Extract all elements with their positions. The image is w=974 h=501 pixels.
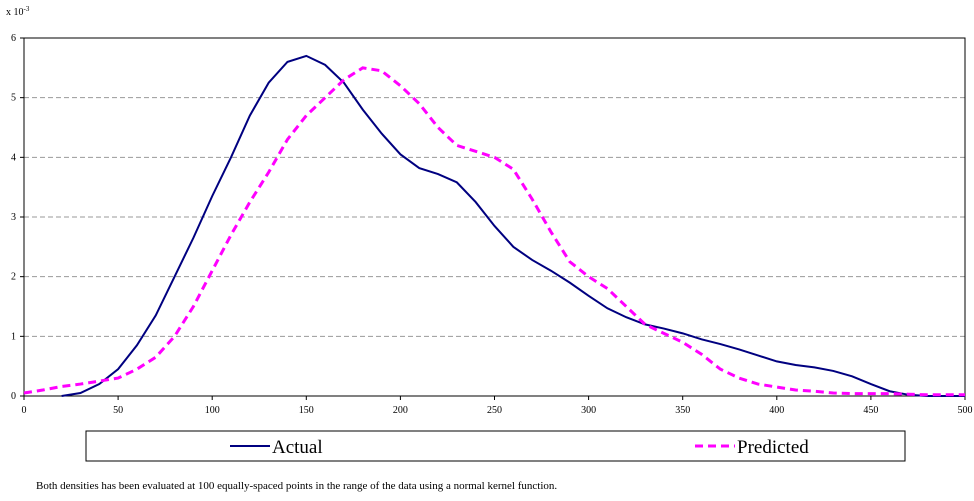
- x-tick-label: 50: [113, 405, 123, 416]
- series-line: [23, 66, 965, 397]
- x-tick-label: 100: [205, 405, 220, 416]
- x-tick-label: 400: [769, 405, 784, 416]
- x-tick-label: 200: [393, 405, 408, 416]
- x-tick-label: 150: [299, 405, 314, 416]
- series-line: [61, 54, 965, 397]
- multiplier-exponent: -3: [24, 5, 30, 13]
- y-tick-label: 3: [11, 212, 16, 223]
- y-multiplier: x 10-3: [6, 5, 30, 18]
- y-tick-label: 5: [11, 93, 16, 104]
- y-tick-label: 0: [11, 391, 16, 402]
- multiplier-base: x 10: [6, 7, 24, 18]
- legend-label: Actual: [272, 437, 323, 458]
- x-tick-label: 350: [675, 405, 690, 416]
- x-tick-label: 250: [487, 405, 502, 416]
- y-tick-label: 4: [11, 152, 16, 163]
- footnote: Both densities has been evaluated at 100…: [36, 480, 557, 492]
- legend-box: [85, 430, 906, 462]
- y-tick-label: 2: [11, 272, 16, 283]
- y-tick-label: 1: [11, 331, 16, 342]
- x-tick-label: 0: [22, 405, 27, 416]
- plot-frame: [23, 37, 966, 397]
- y-tick-label: 6: [11, 33, 16, 44]
- legend-label: Predicted: [737, 437, 809, 458]
- x-tick-label: 500: [958, 405, 973, 416]
- x-tick-label: 450: [863, 405, 878, 416]
- x-tick-label: 300: [581, 405, 596, 416]
